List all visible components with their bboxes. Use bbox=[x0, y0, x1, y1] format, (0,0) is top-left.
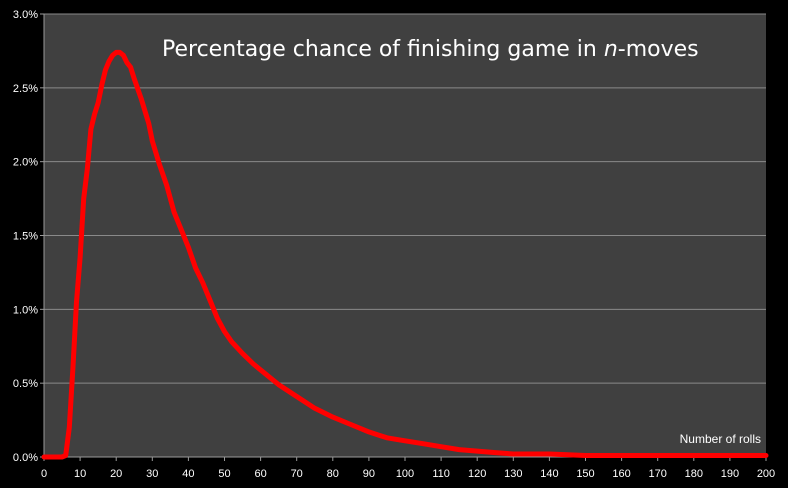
x-tick-label: 10 bbox=[74, 468, 86, 480]
y-tick-label: 2.5% bbox=[13, 83, 38, 95]
x-tick-label: 180 bbox=[685, 468, 703, 480]
chart-title-italic: n bbox=[604, 37, 618, 62]
x-tick-label: 40 bbox=[182, 468, 194, 480]
y-tick-label: 3.0% bbox=[13, 9, 38, 21]
x-axis-label: Number of rolls bbox=[680, 432, 761, 446]
x-tick-label: 50 bbox=[218, 468, 230, 480]
x-tick-labels: 0 10 20 30 40 50 60 70 80 90 100 110 120 130 140 150 160… bbox=[41, 468, 775, 480]
x-tick-label: 140 bbox=[540, 468, 558, 480]
y-tick-label: 2.0% bbox=[13, 157, 38, 169]
x-tick-label: 70 bbox=[291, 468, 303, 480]
x-tick-label: 200 bbox=[757, 468, 775, 480]
chart-title-prefix: Percentage chance of finishing game in bbox=[162, 37, 604, 62]
y-tick-label: 0.5% bbox=[13, 378, 38, 390]
x-tick-label: 90 bbox=[363, 468, 375, 480]
x-tick-label: 0 bbox=[41, 468, 47, 480]
x-tick-label: 190 bbox=[721, 468, 739, 480]
x-tick-label: 20 bbox=[110, 468, 122, 480]
series-layer bbox=[41, 49, 769, 460]
x-tick-label: 170 bbox=[649, 468, 667, 480]
chart-title-suffix: -moves bbox=[618, 37, 699, 62]
y-tick-label: 1.0% bbox=[13, 304, 38, 316]
x-tick-label: 60 bbox=[254, 468, 266, 480]
y-tick-label: 0.0% bbox=[13, 452, 38, 464]
x-tick-label: 150 bbox=[576, 468, 594, 480]
x-tick-label: 110 bbox=[432, 468, 450, 480]
x-tick-label: 130 bbox=[504, 468, 522, 480]
x-tick-label: 100 bbox=[396, 468, 414, 480]
x-tick-label: 30 bbox=[146, 468, 158, 480]
series-line bbox=[41, 49, 769, 460]
gridlines bbox=[44, 13, 766, 384]
chart-title: Percentage chance of finishing game in n… bbox=[162, 37, 699, 62]
x-tick-label: 120 bbox=[468, 468, 486, 480]
y-tick-labels: 0.0% 0.5% 1.0% 1.5% 2.0% 2.5% 3.0% bbox=[13, 9, 38, 464]
x-tick-label: 80 bbox=[327, 468, 339, 480]
x-tick-label: 160 bbox=[612, 468, 630, 480]
y-tick-label: 1.5% bbox=[13, 231, 38, 243]
